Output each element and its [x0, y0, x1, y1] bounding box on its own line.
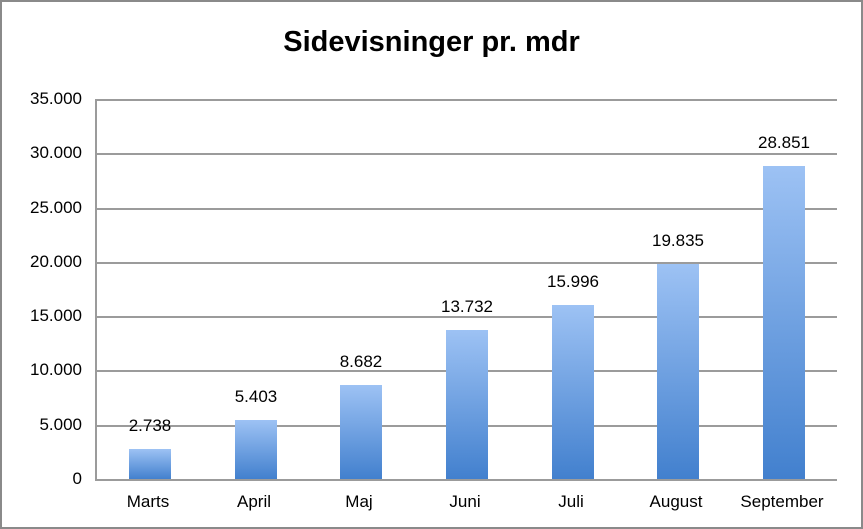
gridline-15.000 [97, 316, 837, 318]
bar-juni [446, 330, 488, 479]
y-tick-label: 30.000 [30, 143, 82, 162]
gridline-25.000 [97, 208, 837, 210]
y-tick-label: 20.000 [30, 252, 82, 271]
gridline-30.000 [97, 153, 837, 155]
bar-value-label-maj: 8.682 [339, 352, 383, 371]
gridline-20.000 [97, 262, 837, 264]
y-tick-label: 15.000 [30, 306, 82, 325]
bar-august [657, 264, 699, 479]
plot-area: 2.738 5.403 8.682 13.732 15.996 19.835 28.851 [95, 99, 837, 481]
x-tick-label-juli: Juli [558, 492, 584, 511]
bar-juli [552, 305, 594, 479]
bar-marts [129, 449, 171, 479]
y-tick-label: 0 [72, 469, 82, 488]
y-tick-label: 35.000 [30, 89, 82, 108]
bar-september [763, 166, 805, 479]
x-tick-label-august: August [649, 492, 703, 511]
x-tick-label-september: September [740, 492, 824, 511]
y-tick-label: 25.000 [30, 198, 82, 217]
bar-april [235, 420, 277, 479]
bar-value-label-august: 19.835 [652, 231, 704, 250]
bar-value-label-juli: 15.996 [547, 272, 599, 291]
chart-title: Sidevisninger pr. mdr [283, 26, 580, 58]
bar-maj [340, 385, 382, 479]
bar-value-label-marts: 2.738 [128, 416, 172, 435]
bar-value-label-april: 5.403 [234, 387, 278, 406]
x-tick-label-juni: Juni [449, 492, 481, 511]
x-tick-label-maj: Maj [345, 492, 373, 511]
bar-value-label-juni: 13.732 [441, 297, 493, 316]
x-tick-label-april: April [236, 492, 271, 511]
y-tick-label: 10.000 [30, 360, 82, 379]
bar-value-label-september: 28.851 [758, 133, 810, 152]
x-tick-label-marts: Marts [126, 492, 170, 511]
gridline-35.000 [97, 99, 837, 101]
y-tick-label: 5.000 [39, 415, 82, 434]
